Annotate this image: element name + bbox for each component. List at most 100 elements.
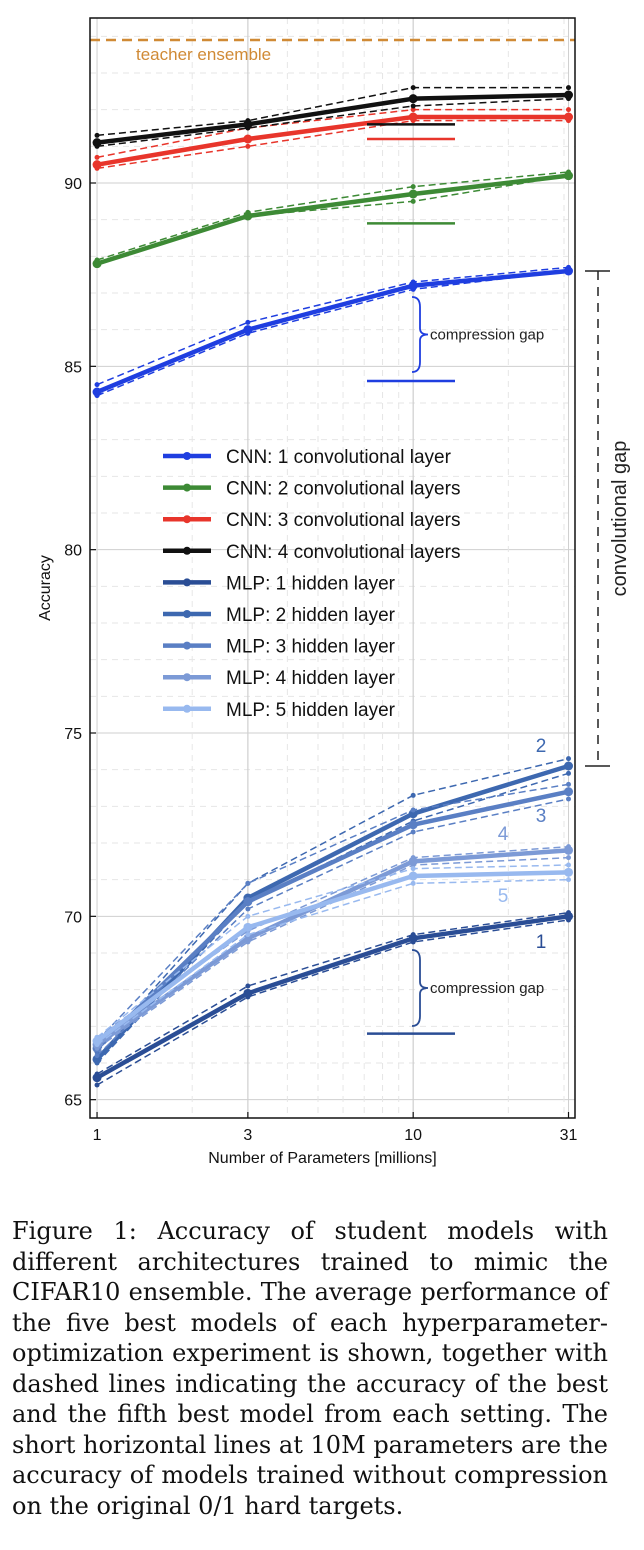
series-line — [96, 173, 569, 266]
series-lower-line — [96, 97, 569, 148]
x-tick-label: 31 — [560, 1127, 578, 1144]
series-upper-line — [96, 171, 569, 261]
x-tick-label: 1 — [93, 1127, 102, 1144]
compression-gap-brace — [411, 949, 429, 1027]
series-point — [564, 845, 574, 855]
series-upper-line — [96, 86, 569, 137]
series-upper-point — [245, 913, 251, 919]
series-point — [564, 112, 574, 122]
series-lower-line — [96, 772, 569, 1064]
series-upper-point — [94, 154, 100, 160]
series-upper-point — [410, 184, 416, 190]
series-line — [95, 789, 569, 1050]
series-lower-point — [566, 855, 572, 861]
series-layer — [92, 85, 574, 1088]
series-point — [408, 189, 418, 199]
series-lower-point — [566, 796, 572, 802]
series-upper-point — [566, 756, 572, 762]
legend-label: MLP: 2 hidden layer — [226, 605, 396, 626]
series-line — [95, 870, 569, 1043]
legend-marker — [183, 704, 191, 713]
series-upper-point — [410, 85, 416, 91]
x-tick-label: 3 — [243, 1127, 252, 1144]
series-line — [95, 914, 569, 1080]
legend-label: MLP: 5 hidden layer — [226, 700, 396, 721]
series-upper-point — [566, 85, 572, 91]
series-point — [564, 761, 574, 771]
compression-gap-label: compression gap — [430, 980, 544, 997]
legend-marker — [183, 673, 191, 682]
series-upper-point — [245, 319, 251, 325]
series-upper-point — [245, 983, 251, 989]
series-lower-point — [566, 877, 572, 883]
figure-caption: Figure 1: Accuracy of student models wit… — [12, 1217, 608, 1520]
legend-marker — [183, 452, 191, 460]
compression-gap-label: compression gap — [430, 327, 544, 344]
series-lower-point — [410, 829, 416, 835]
series-tag-5: 5 — [498, 886, 509, 907]
reference-layer: teacher ensemble — [90, 38, 575, 64]
series-line — [96, 92, 569, 145]
annotation-layer: compression gap compression gap convolutio… — [367, 123, 631, 1035]
y-tick-label: 80 — [64, 543, 82, 560]
series-lower-point — [245, 906, 251, 912]
legend-marker — [183, 483, 191, 492]
series-tag-2: 2 — [536, 736, 547, 757]
series-point — [564, 911, 574, 921]
legend-label: MLP: 3 hidden layer — [226, 637, 396, 658]
legend-marker — [183, 578, 191, 587]
series-point — [408, 94, 418, 104]
series-point — [243, 325, 253, 335]
convolutional-gap-label: convolutional gap — [609, 441, 631, 597]
series-tag-1: 1 — [536, 932, 547, 953]
series-line — [96, 114, 569, 167]
legend-label: CNN: 3 convolutional layers — [226, 510, 460, 531]
y-tick-label: 85 — [64, 359, 82, 376]
series-upper-point — [94, 382, 100, 388]
series-upper-point — [410, 866, 416, 872]
series-upper-line — [96, 108, 569, 159]
series-line — [96, 268, 569, 395]
series-point — [92, 387, 102, 397]
y-axis-label: Accuracy — [37, 555, 54, 621]
series-upper-line — [96, 864, 569, 1038]
series-point — [243, 119, 253, 129]
series-tag-3: 3 — [536, 806, 547, 827]
x-tick-label: 10 — [404, 1127, 422, 1144]
plot-frame — [89, 17, 576, 1119]
series-upper-point — [566, 781, 572, 787]
legend-marker — [183, 546, 191, 555]
series-lower-line — [96, 919, 569, 1086]
series-tag-4: 4 — [498, 824, 509, 845]
series-point — [243, 988, 253, 998]
y-tick-label: 70 — [64, 909, 82, 926]
series-point — [408, 112, 418, 122]
y-tick-label: 65 — [64, 1093, 82, 1110]
series-point — [564, 867, 574, 877]
series-point — [408, 933, 418, 943]
series-upper-point — [566, 107, 572, 113]
legend-marker — [183, 641, 191, 650]
series-upper-line — [96, 783, 569, 1042]
series-point — [408, 856, 418, 866]
x-axis-label: Number of Parameters [millions] — [208, 1150, 437, 1167]
legend-label: CNN: 4 convolutional layers — [226, 542, 460, 563]
series-upper-point — [245, 880, 251, 886]
legend-marker — [183, 515, 191, 524]
series-point — [408, 820, 418, 830]
y-tick-label: 90 — [64, 176, 82, 193]
series-lower-point — [94, 1053, 100, 1059]
series-lower-point — [410, 880, 416, 886]
series-point — [92, 1054, 102, 1064]
series-point — [92, 160, 102, 170]
legend-marker — [183, 610, 191, 618]
series-point — [92, 1036, 102, 1046]
series-lower-point — [94, 1082, 100, 1088]
series-point — [564, 90, 574, 100]
series-lower-point — [566, 770, 572, 776]
legend-label: CNN: 1 convolutional layer — [226, 447, 452, 468]
series-upper-point — [410, 107, 416, 113]
series-point — [243, 922, 253, 932]
accuracy-chart: teacher ensemble compression gapcompress… — [37, 17, 631, 1167]
